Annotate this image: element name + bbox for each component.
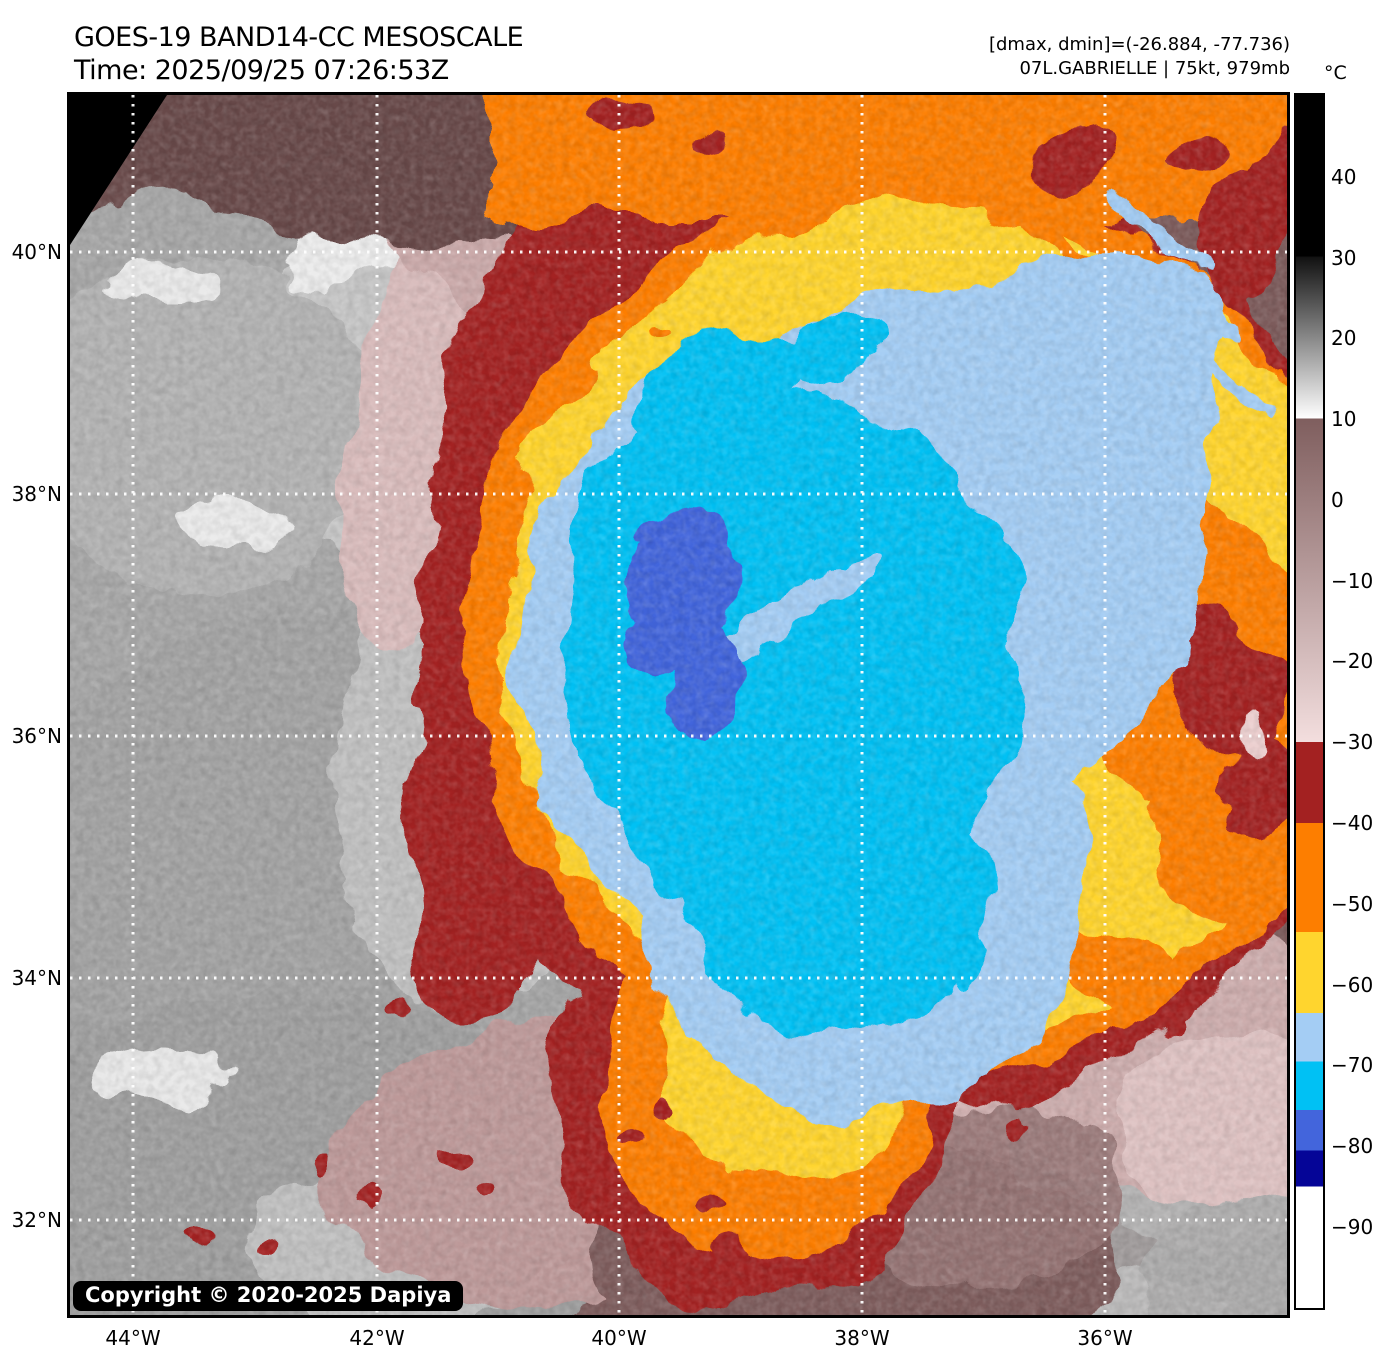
- no-data-corner: [70, 95, 167, 245]
- x-axis-tick-label: 42°W: [349, 1326, 405, 1350]
- pixel-noise-texture: [70, 95, 1287, 1315]
- x-axis-tick-label: 44°W: [105, 1326, 161, 1350]
- colorbar-tick-label: −80: [1331, 1134, 1374, 1158]
- colorbar-unit-label: °C: [1324, 62, 1347, 84]
- colorbar-tick-label: 10: [1331, 407, 1357, 431]
- colorbar-tick-label: 30: [1331, 246, 1357, 270]
- figure-timestamp: Time: 2025/09/25 07:26:53Z: [74, 55, 449, 86]
- x-axis-tick-label: 38°W: [834, 1326, 890, 1350]
- satellite-ir-image: [70, 95, 1287, 1315]
- colorbar-tick-label: −50: [1331, 892, 1374, 916]
- map-panel: Copyright © 2020-2025 Dapiya: [67, 92, 1290, 1318]
- colorbar-tick-label: 40: [1331, 165, 1357, 189]
- storm-info-label: 07L.GABRIELLE | 75kt, 979mb: [1019, 58, 1290, 79]
- colorbar-tick-label: −90: [1331, 1215, 1374, 1239]
- y-axis-tick-label: 38°N: [11, 482, 62, 506]
- y-axis-tick-label: 32°N: [11, 1208, 62, 1232]
- colorbar-tick-label: −40: [1331, 811, 1374, 835]
- colorbar-gradient: [1296, 95, 1323, 1308]
- figure-title: GOES-19 BAND14-CC MESOSCALE: [74, 22, 524, 53]
- colorbar: [1294, 93, 1325, 1310]
- y-axis-tick-label: 40°N: [11, 240, 62, 264]
- colorbar-tick-label: −20: [1331, 649, 1374, 673]
- colorbar-tick-label: 0: [1331, 488, 1344, 512]
- colorbar-tick-label: −70: [1331, 1053, 1374, 1077]
- colorbar-tick-label: −60: [1331, 973, 1374, 997]
- colorbar-tick-label: −10: [1331, 569, 1374, 593]
- colorbar-tick-label: 20: [1331, 326, 1357, 350]
- dmax-dmin-label: [dmax, dmin]=(-26.884, -77.736): [988, 34, 1290, 55]
- x-axis-tick-label: 36°W: [1077, 1326, 1133, 1350]
- colorbar-tick-label: −30: [1331, 730, 1374, 754]
- x-axis-tick-label: 40°W: [591, 1326, 647, 1350]
- y-axis-tick-label: 34°N: [11, 966, 62, 990]
- copyright-badge: Copyright © 2020-2025 Dapiya: [73, 1281, 464, 1311]
- y-axis-tick-label: 36°N: [11, 724, 62, 748]
